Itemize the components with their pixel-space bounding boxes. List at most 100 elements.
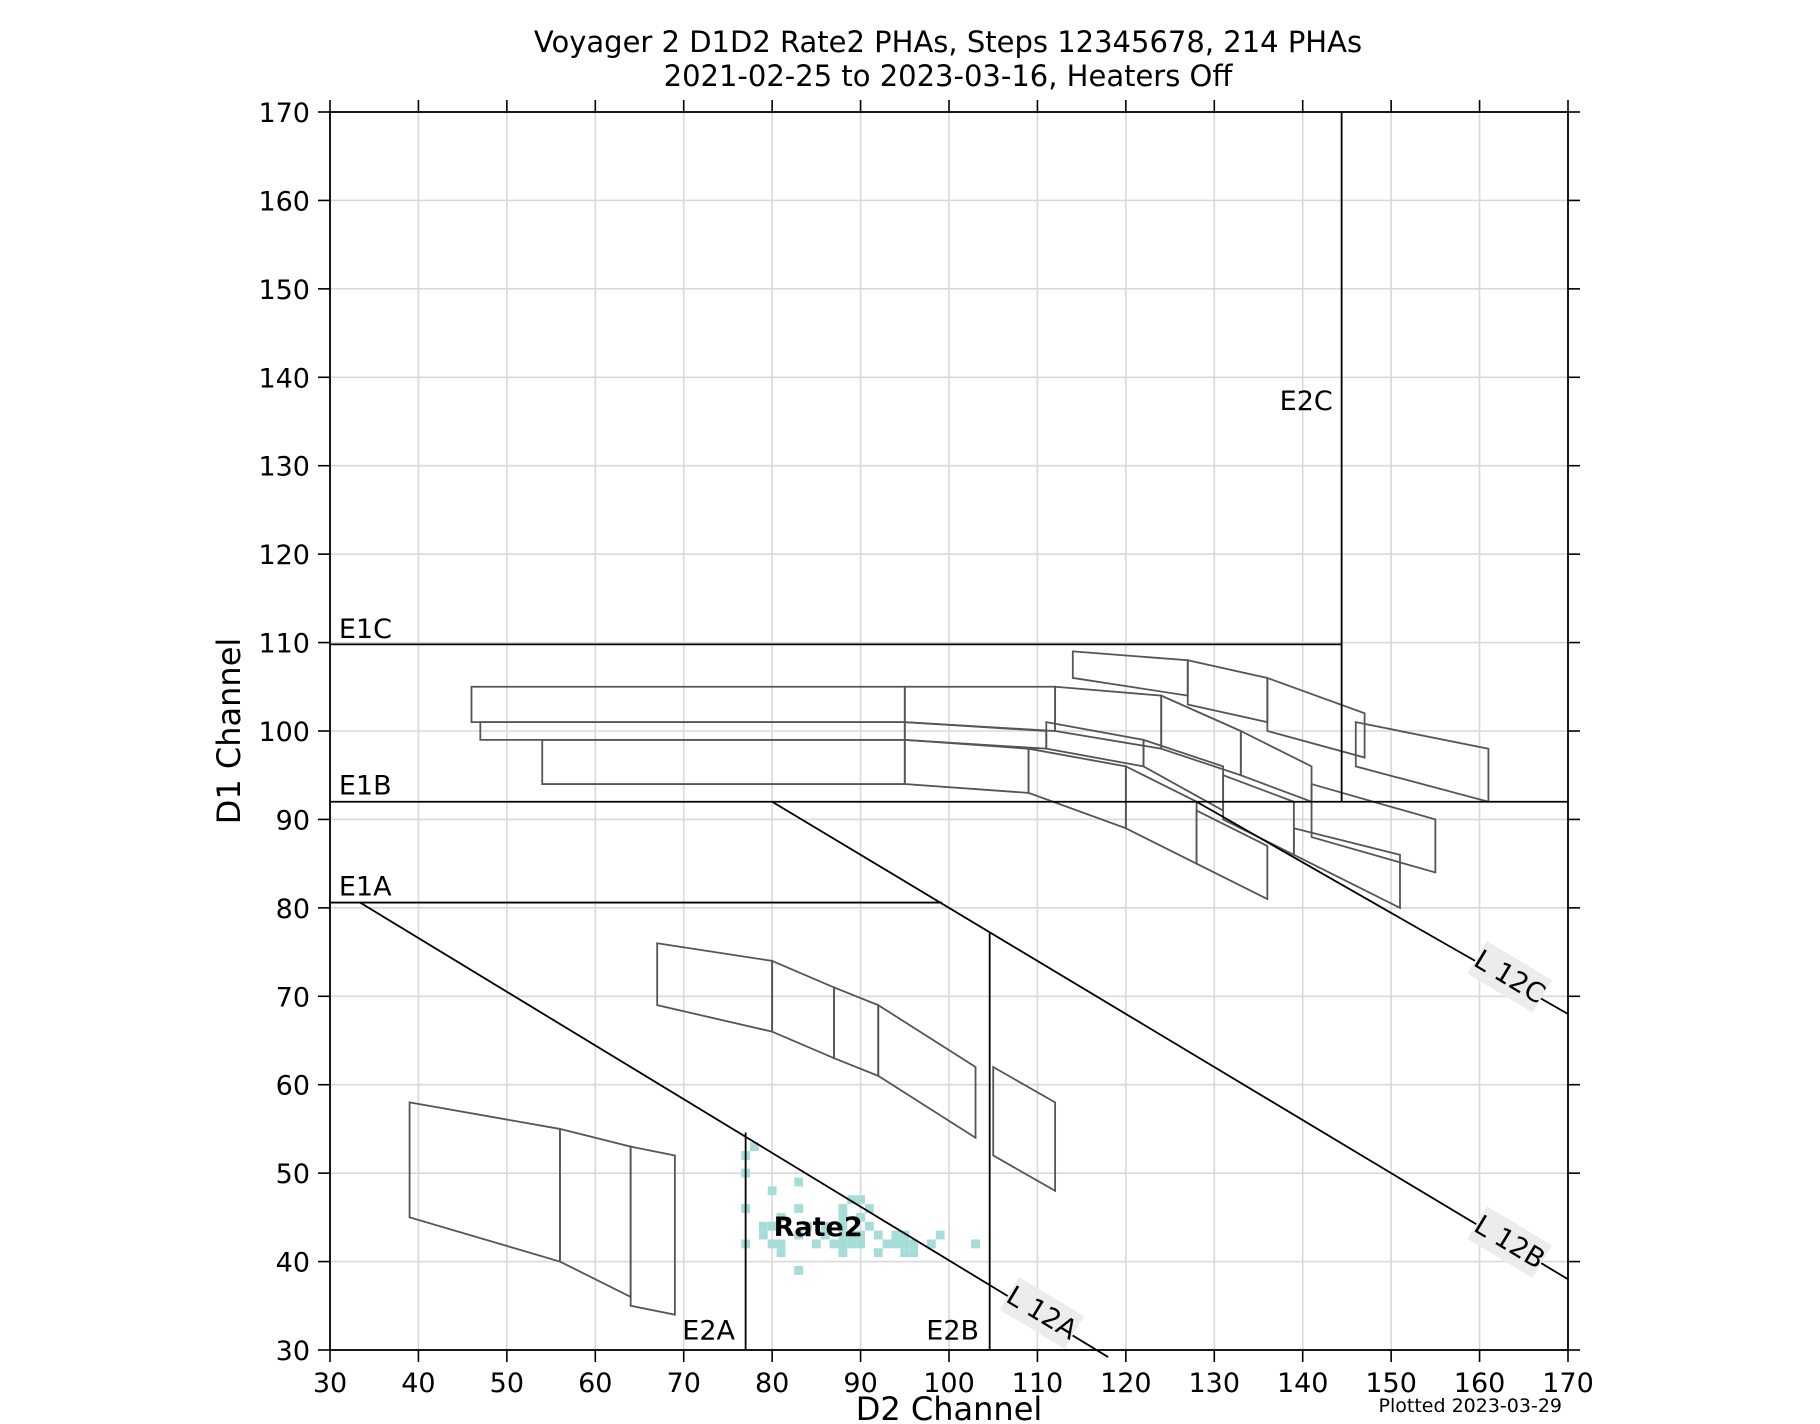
pha-point [767, 1186, 777, 1196]
boundary-labels: E1C E1B E1A E2A E2B E2C L 12A L 12B L 12C Rate2 [339, 386, 1552, 1349]
chart-subtitle: 2021-02-25 to 2023-03-16, Heaters Off [664, 59, 1234, 93]
line-label-text: L 12B [1469, 1210, 1551, 1276]
pha-point [847, 1239, 857, 1249]
x-tick-label: 30 [313, 1368, 347, 1399]
x-tick-label: 140 [1277, 1368, 1329, 1399]
bin-box [541, 738, 906, 785]
bin-box [1222, 773, 1295, 857]
pha-point [820, 1230, 830, 1240]
line-label-text: L 12C [1468, 944, 1550, 1010]
x-tick-label: 110 [1012, 1368, 1064, 1399]
bin-box [1310, 782, 1437, 874]
pha-point [873, 1248, 883, 1258]
pha-point [856, 1195, 865, 1205]
pha-point [838, 1221, 848, 1231]
axis-ticks: 30 40 50 60 70 80 90 100 110 120 130 140 150 160 170 30… [258, 98, 1593, 1399]
pha-point [820, 1221, 830, 1231]
pha-point [926, 1239, 936, 1249]
pha-point [803, 1221, 812, 1231]
pha-point [776, 1248, 786, 1258]
pha-point [829, 1239, 839, 1249]
bin-box [833, 986, 880, 1078]
y-tick-label: 110 [258, 629, 310, 660]
x-tick-label: 130 [1189, 1368, 1241, 1399]
pha-point [847, 1195, 857, 1205]
pha-point [891, 1239, 901, 1249]
pha-point [838, 1248, 848, 1258]
boundary-line [771, 800, 1569, 1281]
x-tick-label: 170 [1542, 1368, 1594, 1399]
line-label: L 12A [999, 1277, 1085, 1349]
bin-box [1266, 676, 1366, 759]
pha-point [864, 1204, 874, 1213]
y-tick-label: 100 [258, 717, 310, 748]
bin-box [1195, 809, 1269, 901]
y-tick-label: 160 [258, 186, 310, 217]
x-tick-label: 100 [923, 1368, 975, 1399]
pha-point [750, 1142, 759, 1152]
y-tick-label: 30 [276, 1336, 310, 1367]
pha-point [794, 1177, 804, 1187]
pha-point [838, 1239, 848, 1249]
y-tick-label: 120 [258, 540, 310, 571]
pha-point [935, 1230, 945, 1240]
bin-boxes [408, 650, 1490, 1316]
x-tick-label: 80 [755, 1368, 789, 1399]
rate-label: Rate2 [774, 1212, 863, 1243]
bin-box [903, 738, 1030, 794]
pha-point [758, 1230, 768, 1240]
pha-point [794, 1265, 804, 1275]
bin-box [1124, 764, 1198, 866]
pha-point [882, 1239, 892, 1249]
bin-box [656, 942, 774, 1033]
y-tick-label: 40 [276, 1248, 310, 1279]
y-tick-label: 140 [258, 363, 310, 394]
pha-point [909, 1248, 919, 1258]
grid-lines [329, 111, 1569, 1351]
pha-point [971, 1239, 980, 1249]
pha-point [776, 1212, 786, 1222]
pha-point [838, 1212, 848, 1222]
x-tick-label: 90 [843, 1368, 877, 1399]
pha-point [900, 1239, 910, 1249]
bin-box [470, 685, 906, 724]
pha-point [856, 1230, 865, 1240]
y-tick-label: 50 [276, 1159, 310, 1190]
boundary-label: E1A [339, 871, 392, 902]
bin-box [1045, 721, 1145, 768]
boundary-label: E2A [682, 1315, 735, 1346]
line-label-box [1467, 940, 1552, 1013]
y-tick-label: 170 [258, 98, 310, 129]
bin-box [771, 959, 835, 1060]
pha-point [776, 1239, 786, 1249]
y-tick-label: 80 [276, 894, 310, 925]
pha-point [856, 1212, 865, 1222]
boundary-label: E2C [1280, 386, 1333, 417]
pha-point [891, 1230, 901, 1240]
pha-point [794, 1230, 804, 1240]
chart-title: Voyager 2 D1D2 Rate2 PHAs, Steps 1234567… [534, 25, 1362, 59]
pha-point [767, 1221, 777, 1231]
y-tick-label: 70 [276, 982, 310, 1013]
x-tick-label: 40 [401, 1368, 435, 1399]
y-tick-label: 130 [258, 452, 310, 483]
bin-box [1142, 738, 1225, 813]
pha-point [873, 1230, 883, 1240]
x-tick-label: 70 [667, 1368, 701, 1399]
pha-point [758, 1221, 768, 1231]
line-label-box [1467, 1206, 1552, 1278]
pha-point [856, 1239, 865, 1249]
boundary-lines [330, 112, 1569, 1358]
line-label-box [999, 1277, 1085, 1349]
x-tick-label: 160 [1454, 1368, 1506, 1399]
pha-point [900, 1230, 910, 1240]
y-axis-title: D1 Channel [210, 638, 248, 825]
y-tick-label: 90 [276, 805, 310, 836]
bin-box [629, 1145, 676, 1316]
pha-point [767, 1239, 777, 1249]
pha-point [838, 1230, 848, 1240]
pha-point [794, 1204, 804, 1213]
pha-point [900, 1248, 910, 1258]
bin-box [1354, 721, 1490, 803]
